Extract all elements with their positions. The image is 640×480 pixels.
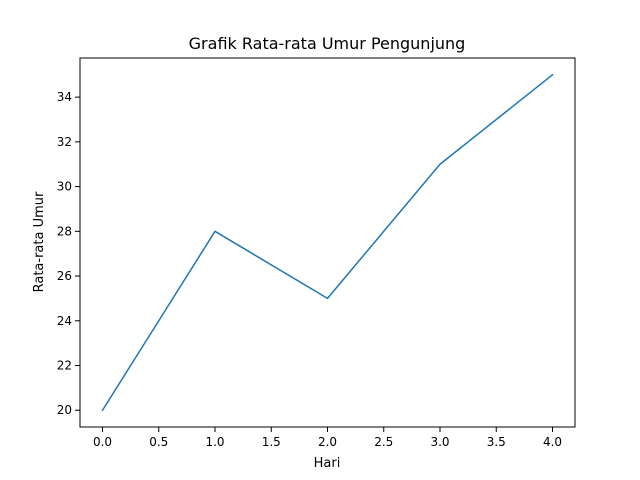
- x-tick-label: 4.0: [543, 435, 562, 449]
- x-tick-label: 2.5: [374, 435, 393, 449]
- y-tick-label: 28: [57, 224, 72, 238]
- y-tick-label: 22: [57, 359, 72, 373]
- x-tick-label: 1.5: [262, 435, 281, 449]
- x-tick-label: 0.5: [149, 435, 168, 449]
- y-tick-label: 26: [57, 269, 72, 283]
- x-tick-label: 3.0: [430, 435, 449, 449]
- y-axis-label: Rata-rata Umur: [32, 191, 47, 292]
- x-tick-label: 2.0: [318, 435, 337, 449]
- plot-frame: [79, 57, 576, 428]
- y-tick-label: 34: [57, 90, 72, 104]
- y-tick-label: 20: [57, 403, 72, 417]
- y-tick-label: 24: [57, 314, 72, 328]
- x-axis-label: Hari: [314, 456, 341, 471]
- y-tick-label: 30: [57, 180, 72, 194]
- x-tick-label: 1.0: [205, 435, 224, 449]
- y-tick-label: 32: [57, 135, 72, 149]
- x-tick-label: 3.5: [487, 435, 506, 449]
- chart-title: Grafik Rata-rata Umur Pengunjung: [189, 34, 466, 53]
- x-tick-label: 0.0: [93, 435, 112, 449]
- series-line-0: [101, 73, 554, 412]
- plot-area: 0.0 0.5 1.0 1.5 2.0 2.5 3.0 3.5 4.0 20 22 24 26 28 30 3…: [57, 57, 576, 449]
